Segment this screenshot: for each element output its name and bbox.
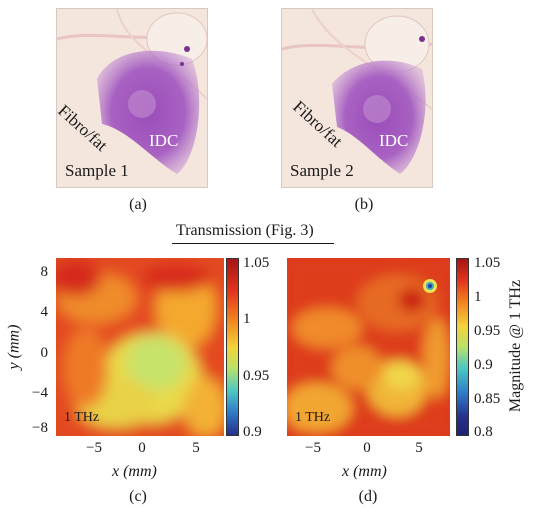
y-tick: 4 [40, 304, 49, 320]
sample-label: Sample 2 [290, 161, 354, 180]
x-tick: 0 [363, 440, 371, 456]
colorbar-label: Magnitude @ 1 THz [507, 279, 525, 413]
x-tick: 5 [192, 440, 200, 456]
heatmap-sample-1: 1 THz [56, 258, 224, 436]
section-title: Transmission (Fig. 3) [176, 222, 314, 239]
colorbar-tick: 1.05 [474, 255, 501, 271]
caption-b: (b) [354, 196, 374, 213]
colorbar-tick: 1 [474, 289, 482, 305]
colorbar-tick: 0.8 [474, 424, 493, 440]
y-tick: −8 [32, 420, 48, 436]
x-tick: −5 [305, 440, 321, 456]
caption-d: (d) [358, 488, 378, 505]
colorbar-tick: 0.95 [243, 368, 270, 384]
x-axis-label: x (mm) [112, 463, 157, 480]
caption-a: (a) [129, 196, 147, 213]
colorbar-tick: 1 [243, 311, 251, 327]
y-tick: 0 [40, 345, 49, 361]
y-tick: −4 [32, 385, 48, 401]
heatmap-sample-2: 1 THz [287, 258, 450, 436]
sample-2-photo: Fibro/fat IDC Sample 2 [281, 8, 433, 188]
colorbar-1 [226, 258, 239, 436]
colorbar-2 [456, 258, 469, 436]
colorbar-tick: 0.9 [474, 357, 493, 373]
title-underline [172, 243, 334, 244]
colorbar-tick: 1.05 [243, 255, 270, 271]
x-tick: −5 [86, 440, 102, 456]
sample-1-photo: Fibro/fat IDC Sample 1 [56, 8, 208, 188]
colorbar-tick: 0.9 [243, 424, 262, 440]
x-axis-label: x (mm) [342, 463, 387, 480]
frequency-label: 1 THz [64, 410, 100, 425]
sample-label: Sample 1 [65, 161, 129, 180]
frequency-label: 1 THz [295, 410, 331, 425]
x-tick: 0 [138, 440, 146, 456]
idc-label: IDC [149, 131, 179, 150]
x-tick: 5 [415, 440, 423, 456]
y-tick: 8 [40, 264, 49, 280]
idc-label: IDC [379, 131, 409, 150]
colorbar-tick: 0.85 [474, 391, 501, 407]
colorbar-tick: 0.95 [474, 323, 501, 339]
caption-c: (c) [129, 488, 147, 505]
